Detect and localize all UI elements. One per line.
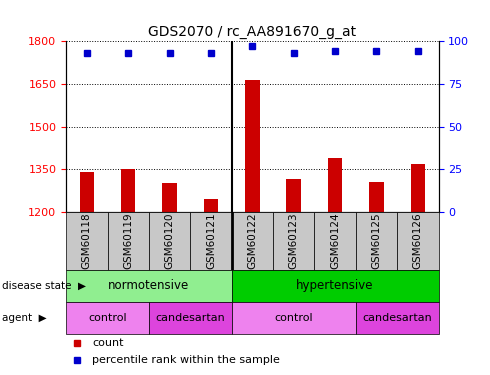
Bar [411,164,425,212]
Bar [273,212,315,270]
Bar [79,172,94,212]
Bar [107,212,149,270]
Bar [190,212,232,270]
Bar [149,302,232,334]
Text: candesartan: candesartan [362,313,432,323]
Bar [162,183,177,212]
Text: agent  ▶: agent ▶ [2,313,47,323]
Bar [356,212,397,270]
Bar [204,199,218,212]
Text: GSM60125: GSM60125 [371,213,382,269]
Bar [245,80,260,212]
Bar [328,158,343,212]
Text: GSM60119: GSM60119 [123,213,133,269]
Bar [397,212,439,270]
Bar [232,302,356,334]
Text: hypertensive: hypertensive [296,279,374,292]
Bar [287,179,301,212]
Bar [369,182,384,212]
Title: GDS2070 / rc_AA891670_g_at: GDS2070 / rc_AA891670_g_at [148,25,356,39]
Bar [232,212,273,270]
Bar [66,302,149,334]
Text: control: control [274,313,313,323]
Bar [149,212,190,270]
Text: GSM60120: GSM60120 [165,213,174,269]
Text: GSM60126: GSM60126 [413,213,423,269]
Bar [232,270,439,302]
Text: disease state  ▶: disease state ▶ [2,281,86,291]
Bar [66,270,232,302]
Bar [315,212,356,270]
Text: normotensive: normotensive [108,279,190,292]
Text: percentile rank within the sample: percentile rank within the sample [92,356,280,366]
Text: GSM60124: GSM60124 [330,213,340,269]
Text: count: count [92,338,123,348]
Text: control: control [88,313,127,323]
Text: GSM60121: GSM60121 [206,213,216,269]
Bar [66,212,107,270]
Text: GSM60123: GSM60123 [289,213,299,269]
Bar [356,302,439,334]
Text: GSM60118: GSM60118 [82,213,92,269]
Bar [121,169,135,212]
Text: GSM60122: GSM60122 [247,213,257,269]
Text: candesartan: candesartan [155,313,225,323]
